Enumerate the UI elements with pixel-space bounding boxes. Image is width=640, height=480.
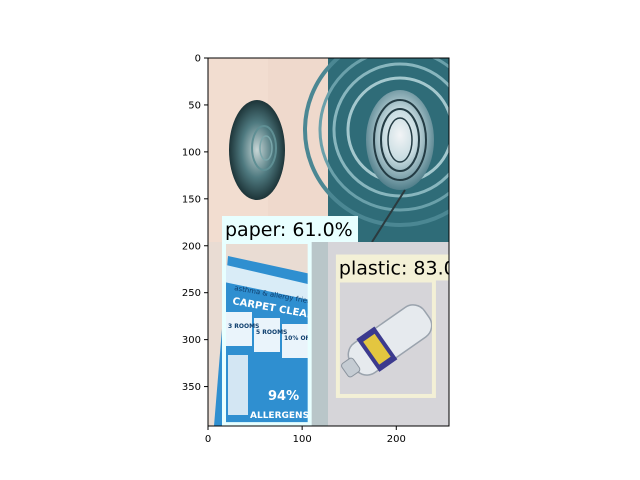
x-tick-label-1: 100: [293, 434, 312, 445]
paper-detection-label: paper: 61.0%: [225, 219, 353, 241]
flyer-coupon-3: 10% OFF: [284, 335, 314, 342]
flyer-photo: asthma & allergy friendly CARPET CLEANIN…: [208, 242, 336, 426]
y-tick-label-1: 50: [188, 100, 201, 111]
flyer-coupon-2: 5 ROOMS: [256, 329, 287, 336]
x-tick-label-0: 0: [205, 434, 211, 445]
axes-frame: [207, 57, 450, 427]
y-tick-label-0: 0: [195, 54, 201, 65]
x-tick-label-2: 200: [387, 434, 406, 445]
y-tick-label-7: 350: [182, 382, 201, 393]
y-axis: 0 50 100 150 200 250 300 350: [182, 54, 208, 393]
y-tick-label-4: 200: [182, 241, 201, 252]
y-tick-label-2: 100: [182, 147, 201, 158]
image-area: asthma & allergy friendly CARPET CLEANIN…: [208, 58, 474, 426]
bowl-close-up: [303, 58, 449, 243]
paper-label-background: [222, 216, 359, 242]
plastic-label-background: [335, 254, 449, 281]
y-tick-label-6: 300: [182, 335, 201, 346]
bowl-top-view: [208, 58, 328, 242]
flyer-percent: 94%: [268, 389, 299, 404]
y-tick-label-5: 250: [182, 288, 201, 299]
flyer-footer: ALLERGENS: [250, 411, 309, 421]
detections: paper: 61.0% plastic: 83.0%: [222, 216, 474, 426]
plastic-detection-label: plastic: 83.0%: [339, 257, 474, 279]
x-axis: 0 100 200: [205, 426, 406, 445]
flyer-coupon-1: 3 ROOMS: [228, 323, 259, 330]
y-tick-label-3: 150: [182, 194, 201, 205]
